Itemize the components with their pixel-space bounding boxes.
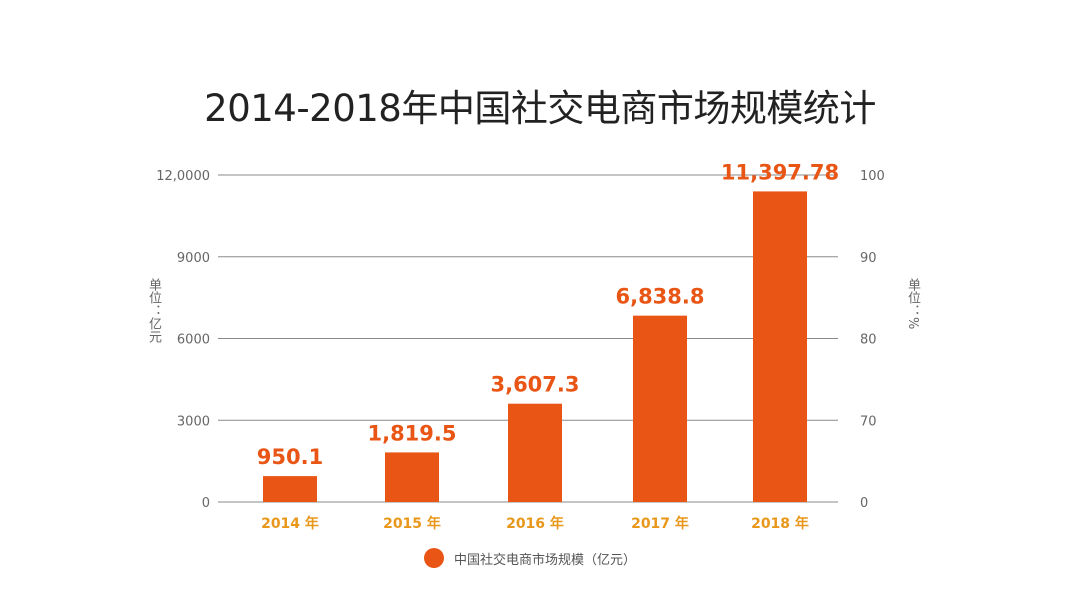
- right-tick-label: 90: [860, 251, 877, 266]
- bar: [753, 191, 807, 502]
- bar: [263, 476, 317, 502]
- bar: [385, 452, 439, 502]
- left-axis-label: 单位：亿元: [146, 278, 161, 343]
- chart-title: 2014-2018年中国社交电商市场规模统计: [204, 87, 876, 130]
- right-tick-label: 80: [860, 333, 877, 348]
- legend-marker: [424, 548, 444, 568]
- value-label: 1,819.5: [367, 421, 456, 445]
- value-label: 3,607.3: [490, 373, 579, 397]
- category-label: 2018 年: [751, 515, 809, 532]
- right-axis-ticks: 0 70 80 90 100: [860, 169, 885, 511]
- legend-label: 中国社交电商市场规模（亿元）: [454, 552, 637, 568]
- left-axis-ticks: 0 3000 6000 9000 12,0000: [156, 169, 210, 511]
- right-axis-label: 单位：%: [905, 278, 920, 330]
- left-tick-label: 9000: [177, 251, 210, 266]
- left-tick-label: 12,0000: [156, 169, 210, 184]
- left-tick-label: 0: [202, 496, 210, 511]
- value-label: 6,838.8: [615, 285, 704, 309]
- right-tick-label: 100: [860, 169, 885, 184]
- bar: [633, 315, 687, 502]
- left-tick-label: 6000: [177, 333, 210, 348]
- category-label: 2015 年: [383, 515, 441, 532]
- category-label: 2016 年: [506, 515, 564, 532]
- bar: [508, 403, 562, 502]
- bars: [263, 191, 807, 502]
- category-label: 2014 年: [261, 515, 319, 532]
- value-labels: 950.1 1,819.5 3,607.3 6,838.8 11,397.78: [257, 160, 839, 469]
- right-tick-label: 0: [860, 496, 868, 511]
- right-tick-label: 70: [860, 414, 877, 429]
- left-tick-label: 3000: [177, 414, 210, 429]
- value-label: 11,397.78: [721, 160, 839, 184]
- category-label: 2017 年: [631, 515, 689, 532]
- category-labels: 2014 年 2015 年 2016 年 2017 年 2018 年: [261, 515, 809, 532]
- legend: 中国社交电商市场规模（亿元）: [424, 546, 636, 570]
- value-label: 950.1: [257, 445, 323, 469]
